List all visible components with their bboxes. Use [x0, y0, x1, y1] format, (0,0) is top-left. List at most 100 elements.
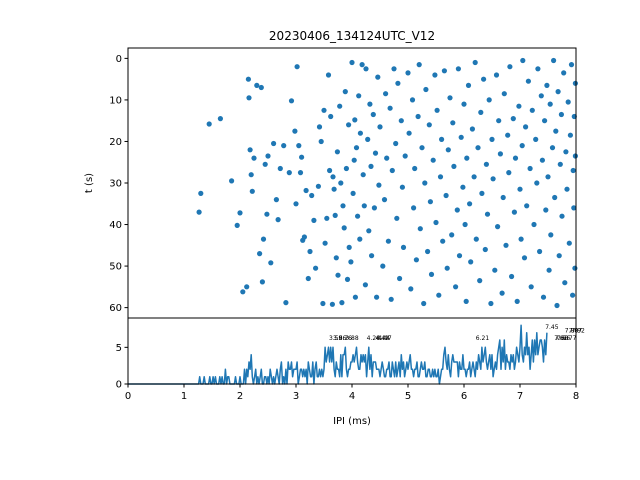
- raster-point: [355, 213, 361, 219]
- raster-point: [322, 240, 328, 246]
- raster-point: [565, 99, 571, 105]
- raster-point: [384, 155, 390, 161]
- raster-point: [324, 215, 330, 221]
- x-tick-label: 0: [125, 391, 131, 402]
- raster-point: [547, 101, 553, 107]
- raster-point: [469, 126, 475, 132]
- x-tick-label: 8: [573, 391, 579, 402]
- raster-point: [352, 117, 358, 123]
- raster-point: [391, 66, 397, 72]
- raster-point: [356, 93, 362, 99]
- raster-point: [305, 275, 311, 282]
- raster-point: [488, 300, 494, 307]
- histogram-y-ticks: 05: [116, 343, 128, 391]
- raster-point: [534, 180, 540, 186]
- x-tick-label: 5: [405, 391, 411, 402]
- y-tick-label: 40: [109, 220, 122, 231]
- raster-point: [436, 292, 442, 298]
- raster-point: [240, 289, 246, 295]
- raster-point: [281, 143, 287, 149]
- raster-point: [572, 153, 579, 159]
- raster-point: [374, 294, 380, 300]
- raster-point: [362, 282, 368, 288]
- raster-point: [561, 70, 567, 76]
- raster-point: [465, 82, 472, 88]
- peak-annotation-label: 7.92: [572, 328, 586, 335]
- raster-point: [375, 74, 381, 80]
- raster-point: [365, 136, 371, 142]
- raster-point: [301, 234, 307, 240]
- peak-annotation-label: 7.77: [563, 335, 577, 342]
- raster-point: [349, 59, 355, 66]
- raster-point: [454, 207, 460, 213]
- raster-point: [545, 174, 551, 180]
- raster-point: [507, 64, 513, 70]
- raster-point: [563, 149, 569, 155]
- raster-point: [348, 259, 354, 265]
- raster-point: [376, 182, 382, 188]
- raster-point: [316, 124, 323, 130]
- y-tick-label: 60: [109, 303, 122, 314]
- raster-point: [283, 300, 289, 306]
- raster-point: [394, 215, 400, 221]
- histogram-panel: 3.593.663.763.88 4.264.424.444.47 6.21 7.45…: [116, 317, 585, 427]
- raster-point: [539, 157, 546, 163]
- raster-point: [528, 284, 534, 290]
- peak-annotation-label: 7.80: [565, 328, 579, 335]
- raster-point: [206, 121, 212, 127]
- raster-point: [264, 211, 270, 217]
- peak-annotation-label: 3.66: [333, 335, 347, 342]
- raster-point: [271, 140, 277, 147]
- raster-point: [568, 62, 575, 68]
- y-tick-label: 0: [116, 54, 122, 65]
- raster-point: [288, 98, 295, 104]
- raster-point: [351, 157, 357, 163]
- raster-point: [248, 172, 254, 178]
- raster-point: [413, 257, 419, 263]
- y-tick-label: 30: [109, 179, 122, 190]
- raster-point: [342, 89, 348, 95]
- raster-point: [482, 246, 488, 253]
- raster-point: [468, 259, 474, 265]
- raster-point: [529, 107, 535, 113]
- raster-point: [481, 76, 487, 82]
- y-tick-label: 20: [109, 137, 122, 148]
- raster-point: [518, 236, 524, 242]
- raster-point: [566, 240, 572, 246]
- raster-point: [538, 93, 544, 99]
- raster-point: [237, 210, 243, 216]
- raster-point: [478, 109, 484, 115]
- raster-point: [440, 238, 446, 244]
- raster-point: [499, 290, 505, 296]
- raster-point: [338, 180, 344, 186]
- raster-point: [557, 161, 563, 167]
- raster-point: [537, 248, 543, 255]
- raster-point: [516, 103, 522, 109]
- peak-annotation-label: 4.47: [378, 335, 392, 342]
- raster-point: [455, 66, 461, 72]
- raster-point: [244, 284, 250, 290]
- raster-point: [315, 183, 321, 189]
- peak-annotations: 3.593.663.763.88 4.264.424.444.47 6.21 7.45…: [329, 324, 585, 342]
- raster-point: [572, 80, 579, 86]
- peak-annotation-label: 7.61: [554, 335, 568, 342]
- peak-annotation-label: 3.76: [339, 335, 353, 342]
- raster-point: [389, 167, 395, 174]
- raster-point: [462, 221, 468, 228]
- raster-point: [217, 116, 223, 122]
- raster-point: [257, 251, 263, 257]
- raster-point: [525, 78, 532, 84]
- raster-point: [320, 300, 326, 307]
- raster-point: [337, 103, 343, 109]
- raster-point: [294, 64, 300, 70]
- raster-point: [425, 248, 431, 255]
- raster-point: [393, 140, 399, 147]
- raster-point: [328, 113, 334, 120]
- raster-point: [297, 170, 304, 176]
- raster-point: [277, 165, 283, 172]
- raster-point: [357, 236, 363, 242]
- peak-annotation-label: 6.21: [476, 335, 490, 342]
- x-tick-label: 1: [181, 391, 187, 402]
- raster-point: [422, 180, 428, 186]
- raster-point: [198, 190, 204, 196]
